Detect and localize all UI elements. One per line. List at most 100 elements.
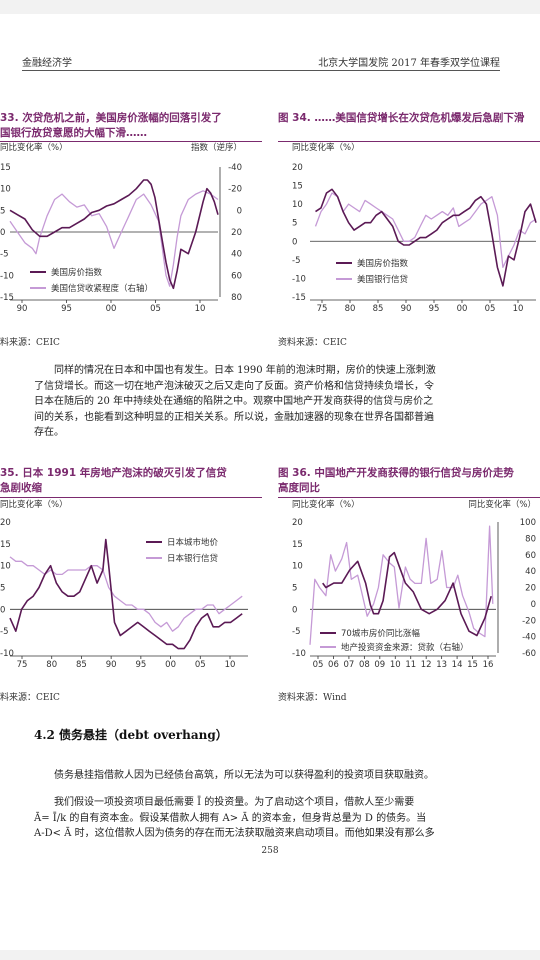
paragraph-line: Ā= Ī/k 的自有资本金。假设某借款人拥有 A> Ā 的资本金，但身背总量为 … <box>34 812 427 824</box>
figure-36-title-line: 图 36. 中国地产开发商获得的银行信贷与房价走势 <box>278 467 514 479</box>
x-tick-label: 14 <box>452 660 463 670</box>
y2-tick-label: 20 <box>525 584 536 594</box>
x-tick-label: 10 <box>225 660 236 670</box>
y2-axis-label: 同比变化率（%） <box>468 499 536 510</box>
series-line <box>309 525 494 645</box>
y-axis-label: 同比变化率（%） <box>0 142 68 153</box>
x-tick-label: 85 <box>76 660 87 670</box>
y-tick-label: 0 <box>292 237 297 247</box>
legend-label: 美国银行信贷 <box>357 274 409 285</box>
y-tick-label: 5 <box>292 219 297 229</box>
running-header-left: 金融经济学 <box>22 58 72 69</box>
y-tick-label: 0 <box>292 605 297 615</box>
y2-tick-label: 0 <box>237 206 242 216</box>
figure-35-title-line: 急剧收缩 <box>0 482 42 494</box>
x-tick-label: 80 <box>345 304 356 314</box>
x-tick-label: 10 <box>513 304 524 314</box>
y-tick-label: -5 <box>0 250 8 260</box>
legend-label: 70城市房价同比涨幅 <box>341 628 420 639</box>
y2-tick-label: 20 <box>231 228 242 238</box>
y-tick-label: 15 <box>292 540 303 550</box>
y-tick-label: 20 <box>292 518 303 528</box>
y2-tick-label: 40 <box>525 567 536 577</box>
y2-tick-label: 60 <box>231 271 242 281</box>
paragraph-line: 存在。 <box>34 427 64 438</box>
figure-34-title-rule <box>278 141 540 142</box>
legend-label: 日本银行信贷 <box>167 553 219 564</box>
x-tick-label: 09 <box>374 660 385 670</box>
y2-tick-label: -60 <box>522 649 536 659</box>
x-tick-label: 05 <box>313 660 324 670</box>
figure-36-title: 图 36. 中国地产开发商获得的银行信贷与房价走势 高度同比 <box>278 466 540 496</box>
header-rule <box>22 70 500 71</box>
x-tick-label: 75 <box>17 660 28 670</box>
y-tick-label: 5 <box>292 584 297 594</box>
figure-33-title-line: 国银行放贷意愿的大幅下滑…… <box>0 127 147 139</box>
section-heading: 4.2 债务悬挂（debt overhang） <box>34 728 228 742</box>
x-tick-label: 85 <box>373 304 384 314</box>
y2-tick-label: 60 <box>525 551 536 561</box>
y-tick-label: -5 <box>292 256 300 266</box>
y2-tick-label: 80 <box>525 534 536 544</box>
y2-tick-label: 0 <box>531 600 536 610</box>
x-tick-label: 05 <box>150 304 161 314</box>
x-tick-label: 95 <box>429 304 440 314</box>
legend-label: 美国信贷收紧程度（右轴） <box>51 283 153 294</box>
y-tick-label: -10 <box>0 271 14 281</box>
y-tick-label: -5 <box>292 627 300 637</box>
x-tick-label: 90 <box>17 304 28 314</box>
y2-axis-label: 指数（逆序） <box>191 142 242 153</box>
y-tick-label: 10 <box>292 562 303 572</box>
x-tick-label: 06 <box>328 660 339 670</box>
x-tick-label: 90 <box>106 660 117 670</box>
y2-tick-label: -20 <box>228 185 242 195</box>
legend-label: 美国房价指数 <box>357 258 409 269</box>
x-tick-label: 10 <box>390 660 401 670</box>
y-tick-label: 0 <box>0 605 5 615</box>
x-tick-label: 95 <box>61 304 72 314</box>
y-tick-label: 15 <box>0 540 11 550</box>
paragraph-line: 日本在随后的 20 年中持续处在通缩的陷阱之中。观察中国地产开发商获得的信贷与房… <box>34 396 434 407</box>
x-tick-label: 08 <box>359 660 370 670</box>
x-tick-label: 12 <box>421 660 432 670</box>
y2-tick-label: -40 <box>522 633 536 643</box>
y2-tick-label: 40 <box>231 250 242 260</box>
y-tick-label: 5 <box>0 206 5 216</box>
x-tick-label: 00 <box>457 304 468 314</box>
x-tick-label: 10 <box>195 304 206 314</box>
y-tick-label: 15 <box>0 163 11 173</box>
x-tick-label: 15 <box>467 660 478 670</box>
x-tick-label: 95 <box>135 660 146 670</box>
x-tick-label: 80 <box>46 660 57 670</box>
series-line <box>9 538 243 650</box>
series-line <box>9 190 219 287</box>
y2-tick-label: 100 <box>520 518 536 528</box>
y-tick-label: 15 <box>292 182 303 192</box>
x-tick-label: 05 <box>485 304 496 314</box>
series-line <box>322 551 492 637</box>
y-tick-label: -10 <box>292 649 306 659</box>
y-tick-label: 20 <box>292 163 303 173</box>
y-axis-label: 同比变化率（%） <box>292 499 360 510</box>
figure-33-title: 33. 次贷危机之前，美国房价涨幅的回落引发了 国银行放贷意愿的大幅下滑…… <box>0 111 262 141</box>
page-number: 258 <box>261 846 279 856</box>
y-tick-label: 10 <box>0 562 11 572</box>
y-tick-label: 5 <box>0 584 5 594</box>
y-axis-label: 同比变化率（%） <box>292 142 360 153</box>
y-tick-label: -15 <box>292 293 306 303</box>
paragraph-line: A-D< Ā 时，这位借款人因为债务的存在而无法获取融资来启动项目。而他如果没有… <box>34 828 435 839</box>
figure-35-title: 35. 日本 1991 年房地产泡沫的破灭引发了信贷 急剧收缩 <box>0 466 262 496</box>
body-paragraph-3: 我们假设一项投资项目最低需要 Ī 的投资量。为了启动这个项目，借款人至少需要 Ā… <box>34 795 496 842</box>
series-line <box>9 556 243 632</box>
legend-label: 美国房价指数 <box>51 267 103 278</box>
x-tick-label: 07 <box>343 660 354 670</box>
paragraph-line: 我们假设一项投资项目最低需要 Ī 的投资量。为了启动这个项目，借款人至少需要 <box>54 797 415 808</box>
y-tick-label: -10 <box>0 649 14 659</box>
series-line <box>314 192 537 268</box>
y-tick-label: 0 <box>0 228 5 238</box>
y2-tick-label: 80 <box>231 293 242 303</box>
figure-33-source: 料来源：CEIC <box>0 338 60 348</box>
y-tick-label: -10 <box>292 274 306 284</box>
